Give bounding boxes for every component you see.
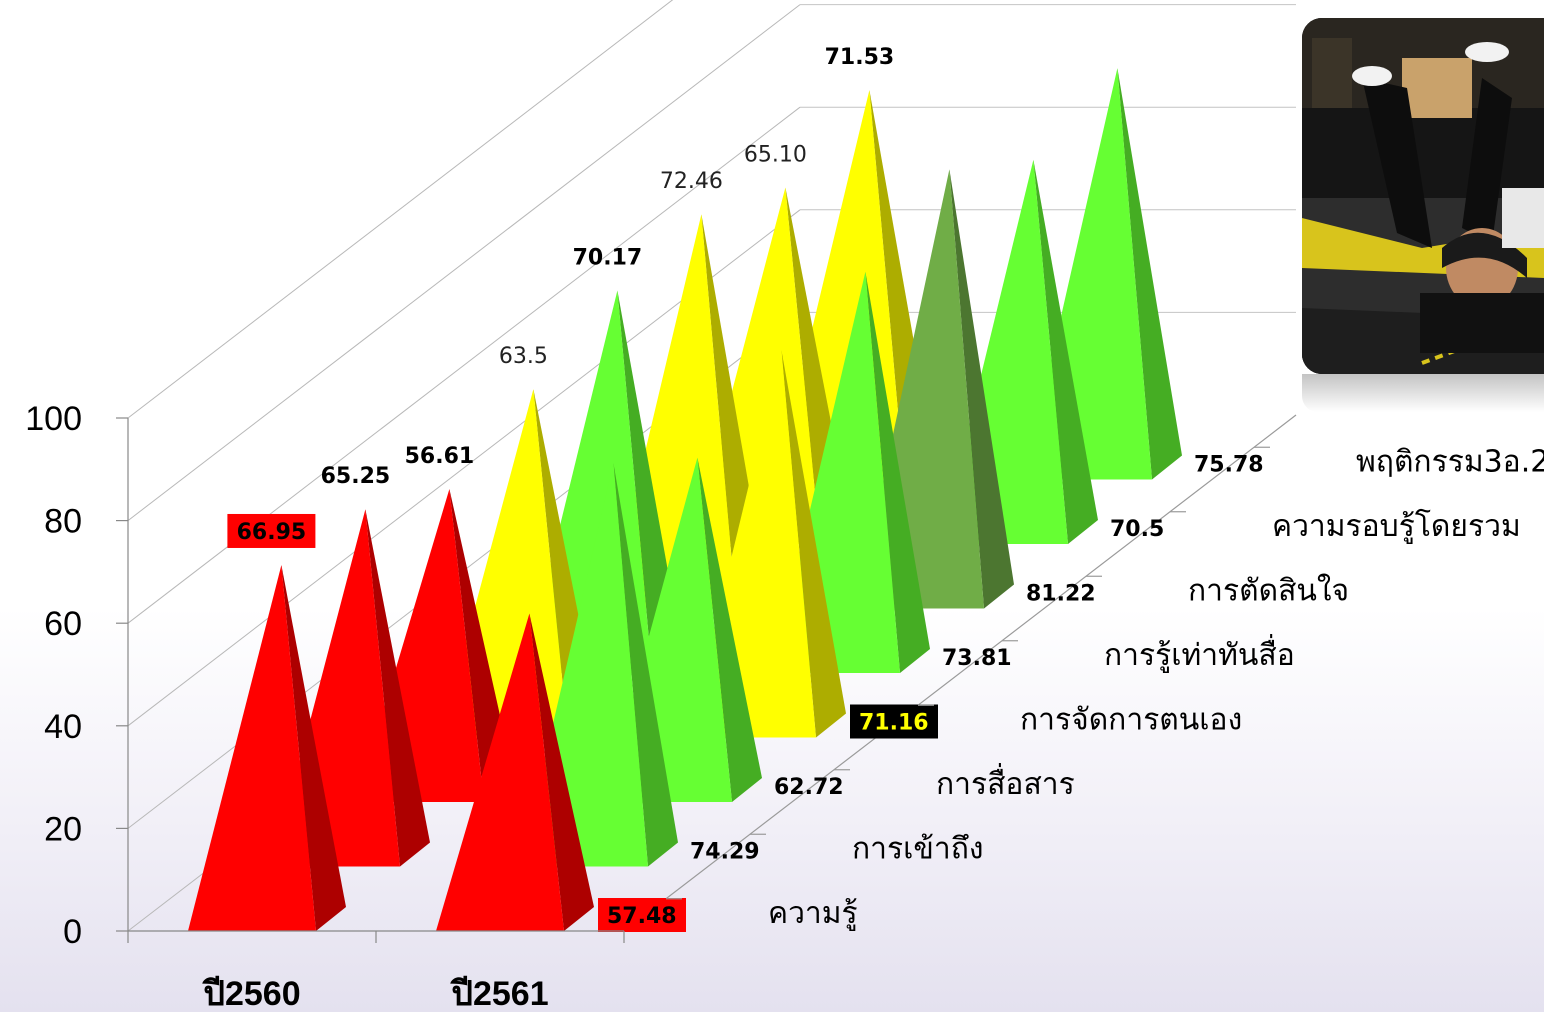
data-label-box xyxy=(598,898,686,932)
data-label: 71.53 xyxy=(825,45,895,70)
y-tick-label: 0 xyxy=(63,913,82,951)
series-name-label: การตัดสินใจ xyxy=(1188,573,1349,608)
pyramid-bar xyxy=(188,564,346,931)
pyramid-side-face xyxy=(865,271,930,673)
data-label: 65.25 xyxy=(321,464,391,489)
pyramid-side-face xyxy=(529,613,594,931)
y-tick-label: 20 xyxy=(44,810,82,848)
gridline xyxy=(127,4,801,521)
series-name-label: พฤติกรรม3อ.2ส xyxy=(1356,444,1544,479)
series-name-label: ความรอบรู้โดยรวม xyxy=(1272,508,1521,544)
pyramid-front-face xyxy=(188,564,316,931)
series-name-label: การรู้เท่าทันสื่อ xyxy=(1104,634,1295,673)
gridline xyxy=(127,0,674,419)
y-tick-label: 60 xyxy=(44,605,82,643)
series-name-label: การสื่อสาร xyxy=(936,763,1075,802)
data-label: 65.10 xyxy=(744,142,807,167)
data-label: 66.95 xyxy=(237,520,307,545)
depth-axis-line xyxy=(623,414,1297,932)
data-label: 73.81 xyxy=(942,646,1012,671)
pyramid-side-face xyxy=(613,462,678,867)
pyramid-side-face xyxy=(1033,159,1098,544)
series-name-label: ความรู้ xyxy=(768,896,858,931)
pyramid-side-face xyxy=(697,457,762,802)
data-label: 57.48 xyxy=(607,904,677,929)
data-label-box xyxy=(227,513,316,548)
series-name-label: การจัดการตนเอง xyxy=(1020,702,1242,737)
y-tick-label: 40 xyxy=(44,708,82,746)
data-label: 70.5 xyxy=(1110,517,1164,542)
series-name-label: การเข้าถึง xyxy=(852,831,984,866)
x-category-label: ปี2560 xyxy=(202,975,301,1012)
pyramid-side-face xyxy=(1117,68,1182,480)
y-tick-label: 100 xyxy=(25,400,82,438)
pyramid-side-face xyxy=(281,564,346,931)
pyramid-side-face xyxy=(781,349,846,738)
data-label: 71.16 xyxy=(859,711,929,736)
photo-reflection xyxy=(1302,374,1544,412)
data-label-box xyxy=(850,704,938,739)
data-label: 70.17 xyxy=(573,245,643,270)
data-label: 63.5 xyxy=(499,344,548,369)
data-label: 74.29 xyxy=(690,840,760,865)
data-label: 81.22 xyxy=(1026,582,1096,607)
data-label: 56.61 xyxy=(405,444,475,469)
data-label: 75.78 xyxy=(1194,453,1264,478)
data-label: 62.72 xyxy=(774,775,844,800)
y-tick-label: 80 xyxy=(44,503,82,541)
exercise-photo xyxy=(1302,18,1544,374)
pyramid-front-face xyxy=(436,613,564,931)
pyramid-bar xyxy=(436,613,594,931)
pyramid-side-face xyxy=(365,509,430,867)
pyramid-side-face xyxy=(949,169,1014,609)
data-label: 72.46 xyxy=(660,169,723,194)
x-category-label: ปี2561 xyxy=(450,975,549,1012)
